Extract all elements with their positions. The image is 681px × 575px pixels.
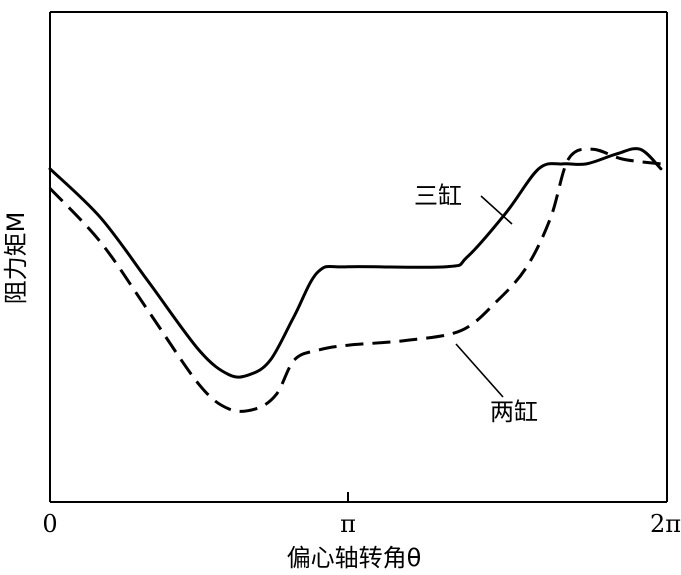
series-line-three-cylinder	[48, 147, 663, 379]
x-axis-label: 偏心轴转角θ	[287, 544, 422, 572]
annotation-three-cylinder-leader	[480, 195, 513, 225]
y-axis-label: 阻力矩M	[2, 212, 30, 305]
series-line-two-cylinder	[48, 147, 662, 413]
x-tick-label: 0	[42, 510, 57, 538]
x-tick-label: 2π	[650, 510, 681, 538]
annotation-two-cylinder: 两缸	[490, 398, 538, 426]
annotation-three-cylinder: 三缸	[414, 182, 462, 210]
x-tick-label: π	[340, 510, 356, 538]
series-layer	[48, 147, 663, 413]
annotation-two-cylinder-leader	[455, 343, 504, 398]
x-ticks: 0 π 2π	[42, 492, 681, 538]
plot-frame	[49, 11, 668, 503]
